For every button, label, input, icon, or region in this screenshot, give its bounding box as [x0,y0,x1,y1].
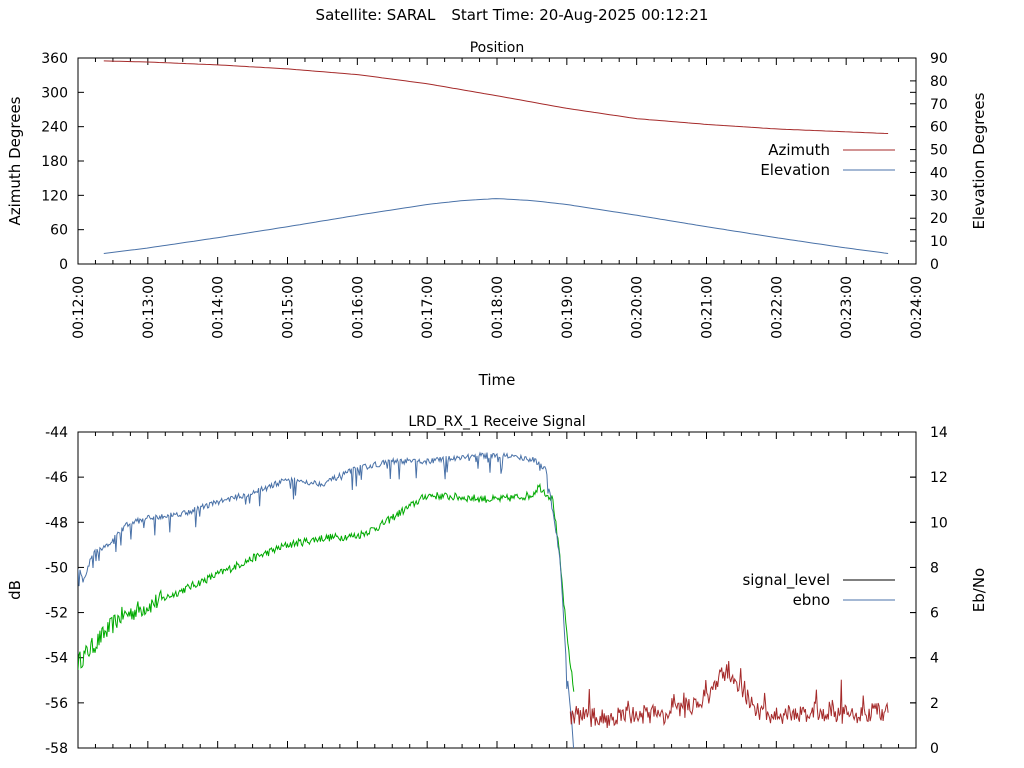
plot-title-2: LRD_RX_1 Receive Signal [408,414,585,430]
y2-tick-label: 10 [930,515,948,531]
y2-axis-label: Eb/No [970,568,988,612]
x-tick-label: 00:21:00 [700,276,716,339]
x-tick-label: 00:23:00 [839,276,855,339]
y-tick-label: 180 [41,154,68,170]
y-tick-label: 60 [50,223,68,239]
y-tick-label: 0 [59,257,68,273]
y2-tick-label: 8 [930,560,939,576]
y-tick-label: -46 [45,470,68,486]
series-line-signal-level [78,482,575,692]
figure-header: Satellite: SARAL Start Time: 20-Aug-2025 … [0,6,1024,24]
x-tick-label: 00:14:00 [211,276,227,339]
y2-tick-label: 60 [930,120,948,136]
x-tick-label: 00:24:00 [909,276,925,339]
series-line-ebno [78,451,575,748]
y-axis-label: Azimuth Degrees [6,96,24,225]
x-tick-label: 00:15:00 [281,276,297,339]
y2-tick-label: 80 [930,74,948,90]
x-axis-label: Time [478,371,516,389]
y2-tick-label: 70 [930,97,948,113]
y-tick-label: 360 [41,51,68,67]
y2-tick-label: 12 [930,470,948,486]
y2-tick-label: 6 [930,606,939,622]
y-tick-label: 120 [41,188,68,204]
series-line-signal-level-after-los- [569,660,889,729]
x-tick-label: 00:18:00 [490,276,506,339]
y2-tick-label: 20 [930,211,948,227]
legend-label: ebno [793,591,830,609]
y-tick-label: 240 [41,120,68,136]
y2-tick-label: 90 [930,51,948,67]
y2-tick-label: 2 [930,696,939,712]
y2-tick-label: 30 [930,188,948,204]
y-tick-label: -58 [45,741,68,757]
x-tick-label: 00:16:00 [350,276,366,339]
x-tick-label: 00:22:00 [769,276,785,339]
satellite-label: Satellite: SARAL [315,6,436,24]
y-tick-label: -50 [45,560,68,576]
x-tick-label: 00:20:00 [630,276,646,339]
legend-label: signal_level [742,571,830,590]
y2-tick-label: 50 [930,143,948,159]
x-tick-label: 00:13:00 [141,276,157,339]
legend-label: Elevation [760,161,830,179]
y-tick-label: -48 [45,515,68,531]
y-tick-label: -44 [45,425,68,441]
y2-tick-label: 0 [930,257,939,273]
plot-frame-2 [77,431,917,749]
start-time-label: Start Time: 20-Aug-2025 00:12:21 [451,6,709,24]
y2-tick-label: 14 [930,425,948,441]
y-tick-label: 300 [41,85,68,101]
y-axis-label: dB [6,580,24,600]
y-tick-label: -54 [45,651,68,667]
x-tick-label: 00:17:00 [420,276,436,339]
x-tick-label: 00:12:00 [71,276,87,339]
y2-tick-label: 40 [930,165,948,181]
y-tick-label: -52 [45,606,68,622]
y2-axis-label: Elevation Degrees [970,92,988,229]
series-line-elevation [103,198,889,254]
plot-title-1: Position [470,40,525,56]
series-line-azimuth [103,60,889,134]
y2-tick-label: 0 [930,741,939,757]
y-tick-label: -56 [45,696,68,712]
x-tick-label: 00:19:00 [560,276,576,339]
legend-label: Azimuth [768,141,830,159]
y2-tick-label: 4 [930,651,939,667]
y2-tick-label: 10 [930,234,948,250]
